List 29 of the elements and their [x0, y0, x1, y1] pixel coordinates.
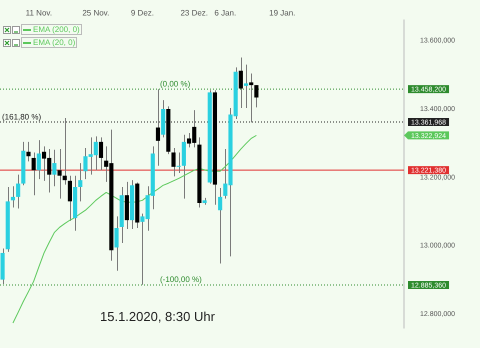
candlestick [254, 84, 258, 108]
candlestick [249, 73, 254, 123]
candlestick [176, 152, 181, 174]
candlestick [182, 134, 186, 200]
candlestick [238, 56, 243, 109]
candlestick [68, 175, 72, 222]
x-tick-label: 11 Nov. [26, 8, 52, 18]
annotation: (-100,00 %) [160, 275, 202, 284]
x-tick-label: 19 Jan. [269, 8, 296, 18]
legend-label: EMA (20, 0) [33, 38, 76, 47]
candlestick [10, 186, 16, 208]
legend-label: EMA (200, 0) [33, 25, 80, 34]
candlestick [16, 174, 20, 210]
candlestick [171, 148, 176, 177]
x-tick-label: 6 Jan. [214, 8, 236, 18]
annotation: (0,00 %) [160, 79, 191, 88]
candlestick [52, 149, 56, 187]
candlestick [36, 140, 41, 180]
candlestick [78, 162, 82, 202]
candlestick [156, 88, 160, 166]
x-tick-label: 23 Dez. [180, 8, 208, 18]
candlestick [98, 136, 104, 171]
candlestick [218, 188, 222, 264]
annotation: (161,80 %) [2, 112, 42, 122]
candlestick [32, 152, 36, 196]
x-tick-label: 25 Nov. [82, 8, 110, 18]
x-tick-label: 9 Dez. [130, 8, 154, 18]
candlestick [244, 64, 248, 109]
annotation: 15.1.2020, 8:30 Uhr [100, 308, 216, 324]
